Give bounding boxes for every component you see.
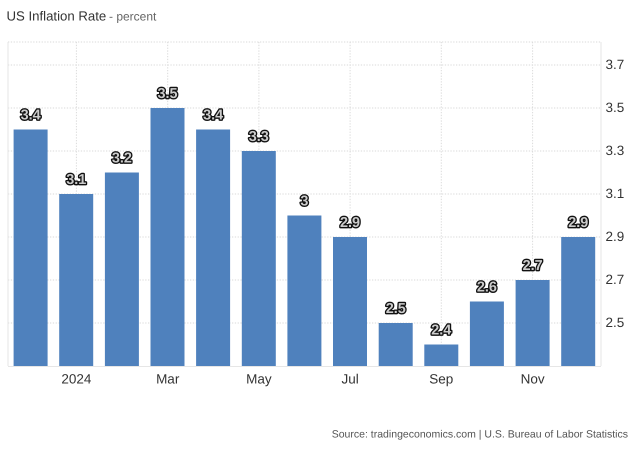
svg-text:3.1: 3.1 (606, 186, 625, 201)
svg-text:3.7: 3.7 (606, 57, 625, 72)
svg-text:Mar: Mar (156, 372, 180, 387)
svg-text:2.4: 2.4 (431, 322, 451, 338)
svg-text:3.2: 3.2 (112, 150, 132, 166)
svg-text:2.6: 2.6 (477, 279, 497, 295)
svg-text:Sep: Sep (429, 372, 453, 387)
svg-text:2.5: 2.5 (386, 301, 406, 317)
svg-text:Source: tradingeconomics.com |: Source: tradingeconomics.com | U.S. Bure… (332, 429, 628, 441)
svg-text:2024: 2024 (61, 372, 92, 387)
svg-text:3.5: 3.5 (606, 100, 625, 115)
svg-text:3.4: 3.4 (21, 107, 41, 123)
svg-text:2.9: 2.9 (568, 215, 588, 231)
svg-text:3.5: 3.5 (157, 86, 177, 102)
svg-text:May: May (246, 372, 272, 387)
svg-text:2.9: 2.9 (606, 229, 625, 244)
svg-text:US Inflation Rate: US Inflation Rate (7, 9, 107, 24)
svg-text:Nov: Nov (521, 372, 545, 387)
svg-text:3.1: 3.1 (66, 172, 86, 188)
svg-text:3.3: 3.3 (606, 143, 625, 158)
svg-text:2.7: 2.7 (523, 258, 543, 274)
svg-text:Jul: Jul (341, 372, 358, 387)
svg-text:2.7: 2.7 (606, 272, 625, 287)
svg-text:3.4: 3.4 (203, 107, 223, 123)
svg-text:3: 3 (300, 193, 308, 209)
svg-text:3.3: 3.3 (249, 129, 269, 145)
svg-text:- percent: - percent (109, 10, 157, 24)
svg-text:2.5: 2.5 (606, 315, 625, 330)
svg-text:2.9: 2.9 (340, 215, 360, 231)
